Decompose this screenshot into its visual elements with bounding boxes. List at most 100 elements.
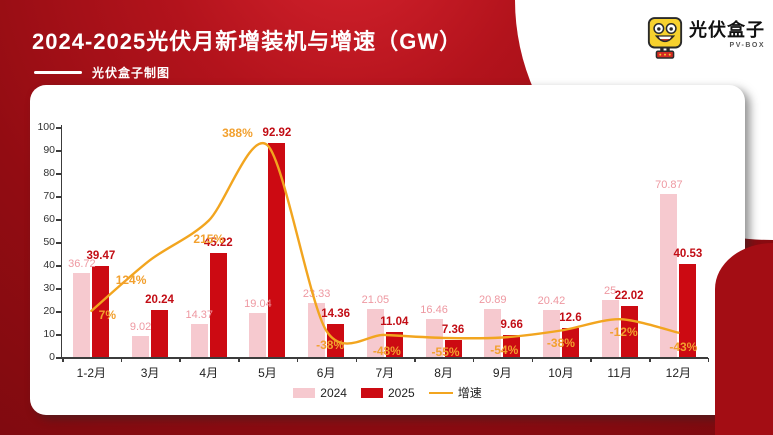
growth-label-12月: -43% [669, 339, 698, 354]
x-axis-tick [472, 358, 475, 362]
bar-2024-10月 [542, 310, 560, 357]
x-axis-tick [707, 358, 710, 362]
legend-label-2025: 2025 [387, 385, 415, 400]
x-axis-tick [179, 358, 181, 362]
value-label-2025-8月: 7.36 [441, 324, 465, 337]
value-label-2025-4月: 45.22 [203, 236, 233, 249]
bar-2024-5月 [249, 313, 267, 357]
growth-label-4月: 215% [193, 231, 225, 246]
growth-label-11月: -12% [609, 325, 638, 340]
x-axis-tick [649, 358, 651, 362]
value-label-2024-7月: 21.05 [361, 293, 390, 306]
x-axis-label: 3月 [140, 366, 160, 380]
y-axis-tick [55, 219, 61, 221]
x-axis-tick [296, 358, 299, 362]
y-tick-label: 90 [43, 144, 55, 156]
value-label-2024-4月: 14.37 [185, 308, 214, 321]
x-axis-tick [531, 358, 534, 362]
growth-label-9月: -54% [490, 343, 519, 358]
corner-decoration [715, 243, 773, 435]
value-label-2025-7月: 11.04 [380, 315, 409, 328]
bar-2024-7月 [366, 308, 384, 357]
y-tick-label: 80 [43, 167, 55, 179]
bar-2024-4月 [190, 323, 208, 357]
value-label-2024-3月: 9.02 [129, 321, 152, 334]
growth-label-7月: -48% [372, 343, 401, 358]
growth-label-5月: 388% [222, 126, 253, 141]
y-tick-label: 30 [43, 282, 55, 294]
y-axis-line [60, 125, 62, 357]
value-label-2024-9月: 20.89 [478, 293, 507, 306]
x-axis-label: 12月 [665, 366, 692, 380]
x-axis-tick [355, 358, 357, 362]
y-axis-tick [55, 173, 61, 175]
growth-label-3月: 124% [115, 273, 147, 288]
bar-2024-11月 [601, 299, 619, 357]
x-axis-label: 11月 [607, 366, 632, 380]
legend-label-growth: 增速 [457, 386, 482, 400]
y-axis-tick [55, 334, 61, 336]
page-title: 2024-2025光伏月新增装机与增速（GW） [32, 29, 463, 54]
value-label-2025-11月: 22.02 [614, 290, 644, 303]
value-label-2025-12月: 40.53 [673, 247, 703, 260]
value-label-2025-9月: 9.66 [500, 318, 523, 331]
bar-2025-9月 [503, 334, 521, 357]
x-axis-tick [414, 358, 416, 362]
value-label-2024-6月: 23.33 [302, 288, 331, 301]
value-label-2025-5月: 92.92 [262, 127, 292, 140]
y-axis-tick [55, 288, 61, 290]
bar-2024-3月 [132, 336, 150, 357]
robot-icon [646, 16, 684, 65]
growth-label-10月: -38% [546, 335, 575, 350]
chart-legend: 2024 2025 增速 [30, 384, 745, 401]
value-label-2024-5月: 19.04 [244, 298, 272, 311]
value-label-2024-10月: 20.42 [537, 295, 566, 308]
credit-row: 光伏盒子制图 [34, 64, 170, 81]
value-label-2024-11月: 25 [604, 284, 617, 297]
bar-2025-4月 [209, 252, 227, 357]
x-axis-label: 9月 [492, 366, 512, 380]
y-axis-tick [55, 150, 61, 152]
y-axis-tick [55, 196, 61, 198]
x-axis-label: 7月 [375, 366, 395, 380]
logo-text-block: 光伏盒子 PV-BOX [689, 16, 765, 49]
credit-text: 光伏盒子制图 [92, 66, 171, 80]
x-axis-label: 8月 [434, 366, 453, 380]
bar-2024-9月 [484, 308, 502, 357]
x-axis-tick [238, 358, 240, 362]
value-label-2025-1-2月: 39.47 [86, 250, 116, 263]
bar-2024-1-2月 [73, 272, 91, 357]
growth-label-1-2月: 7% [98, 307, 117, 322]
value-label-2024-12月: 70.87 [655, 178, 683, 191]
value-label-2025-3月: 20.24 [145, 294, 174, 307]
y-axis-tick [55, 265, 61, 267]
bar-2025-1-2月 [92, 266, 110, 357]
x-axis-tick [62, 358, 64, 362]
y-tick-label: 20 [43, 305, 55, 317]
y-tick-label: 60 [43, 213, 55, 225]
bar-2024-12月 [660, 193, 678, 357]
bar-2025-5月 [268, 143, 286, 357]
legend-item-2024: 2024 [293, 386, 347, 400]
value-label-2024-1-2月: 36.72 [68, 257, 96, 270]
y-axis-tick [55, 311, 61, 313]
value-label-2024-8月: 16.46 [420, 304, 448, 317]
legend-item-growth: 增速 [428, 384, 482, 401]
y-tick-label: 10 [43, 328, 55, 340]
value-label-2025-10月: 12.6 [559, 312, 582, 325]
x-axis-label: 4月 [199, 366, 219, 380]
legend-label-2024: 2024 [320, 385, 347, 400]
x-axis-label: 10月 [548, 366, 574, 380]
y-tick-label: 50 [43, 236, 55, 248]
y-tick-label: 40 [43, 259, 55, 271]
legend-item-2025: 2025 [360, 385, 415, 400]
bar-2025-10月 [561, 328, 579, 357]
y-tick-label: 100 [37, 121, 55, 133]
legend-swatch-2024 [293, 387, 316, 398]
brand-logo: 光伏盒子 PV-BOX [646, 16, 765, 65]
x-axis-line [60, 357, 708, 359]
y-axis-tick [55, 242, 61, 244]
credit-dash [34, 71, 82, 74]
x-axis-tick [120, 358, 123, 362]
